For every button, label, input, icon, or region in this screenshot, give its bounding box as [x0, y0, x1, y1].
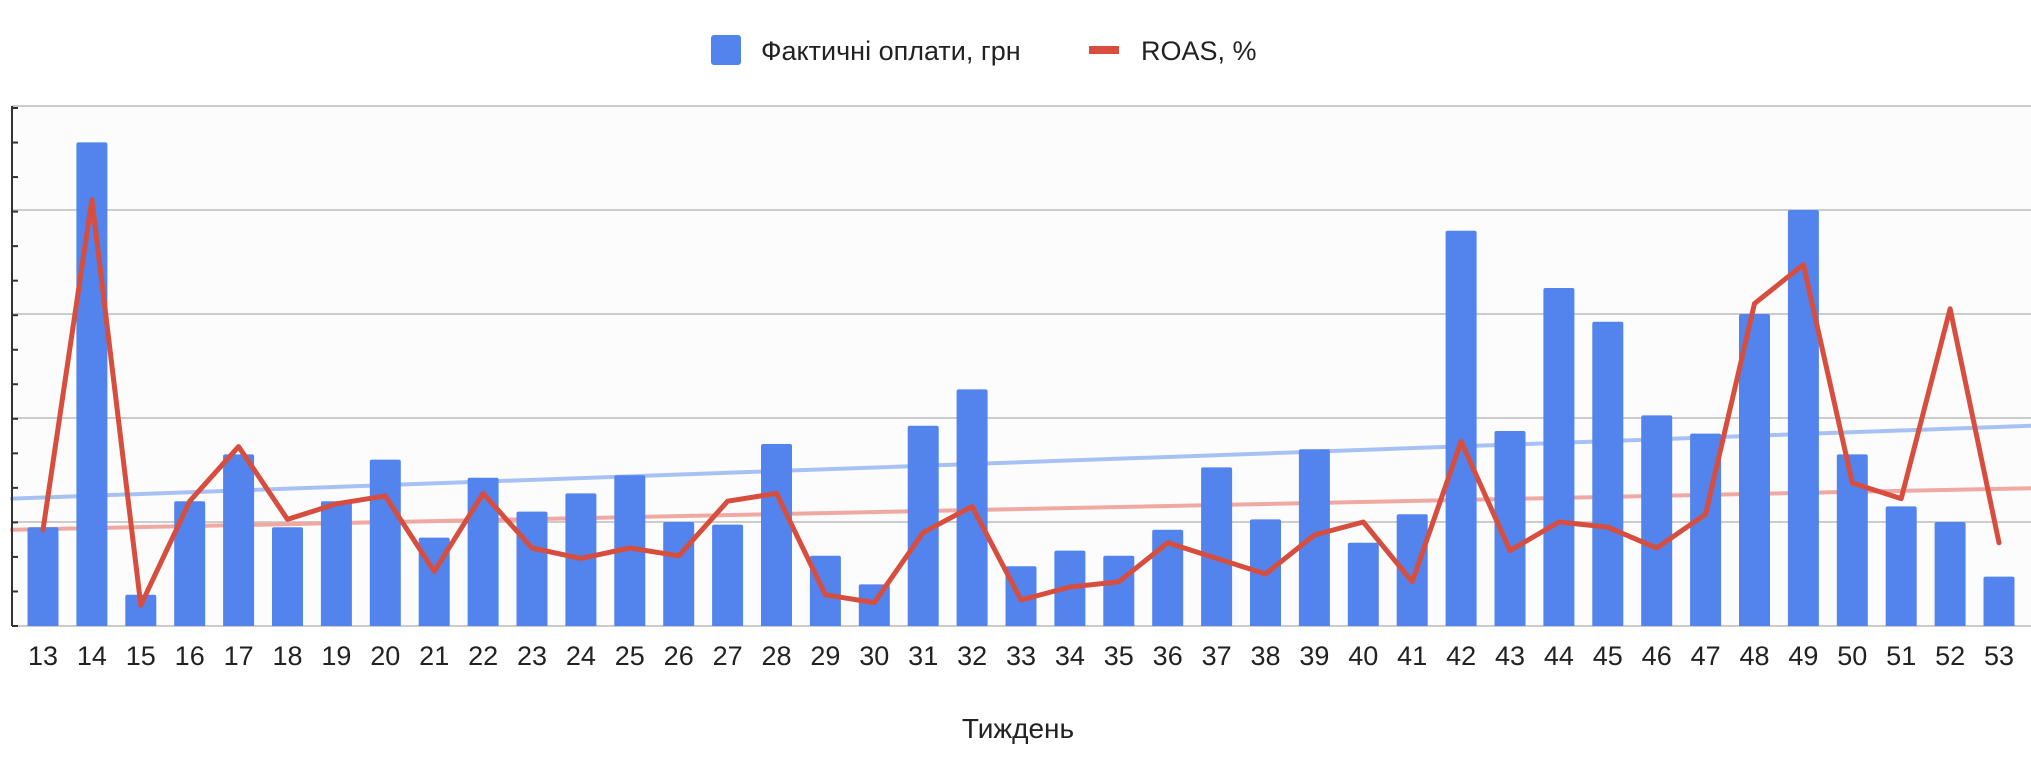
bar [320, 501, 352, 626]
x-tick-label: 43 [1495, 641, 1525, 671]
x-tick-label: 35 [1104, 641, 1134, 671]
x-tick-label: 51 [1886, 641, 1916, 671]
bar [467, 477, 499, 626]
x-tick-labels: 13 14 15 16 17 18 19 20 21 22 23 24 25 26 27 28 29 30 31 32… [28, 641, 2014, 671]
bar [272, 527, 303, 626]
bar [1934, 522, 1966, 626]
x-tick-label: 13 [28, 641, 58, 671]
x-tick-label: 31 [908, 641, 938, 671]
bar [614, 475, 646, 626]
bar [1494, 431, 1526, 626]
x-tick-label: 23 [517, 641, 547, 671]
bar [516, 511, 548, 626]
x-tick-label: 27 [713, 641, 743, 671]
x-tick-label: 52 [1935, 641, 1965, 671]
bar [125, 594, 157, 626]
bar [663, 522, 695, 626]
bar [1152, 529, 1184, 626]
x-tick-label: 50 [1837, 641, 1867, 671]
x-tick-label: 14 [77, 641, 107, 671]
x-tick-label: 39 [1299, 641, 1329, 671]
x-tick-label: 28 [761, 641, 791, 671]
bar [1592, 321, 1624, 626]
x-tick-label: 41 [1397, 641, 1427, 671]
x-tick-label: 18 [272, 641, 302, 671]
x-tick-label: 17 [224, 641, 254, 671]
x-tick-label: 24 [566, 641, 596, 671]
x-tick-label: 46 [1642, 641, 1672, 671]
bar [1201, 467, 1233, 626]
bar [1739, 314, 1770, 626]
x-tick-label: 33 [1006, 641, 1036, 671]
x-tick-label: 38 [1250, 641, 1280, 671]
plot-area [10, 106, 2031, 626]
legend-label-payments: Фактичні оплати, грн [761, 36, 1021, 66]
x-tick-label: 47 [1691, 641, 1721, 671]
bar [1347, 542, 1379, 626]
legend-swatch-line [1089, 46, 1119, 54]
x-tick-label: 22 [468, 641, 498, 671]
x-tick-label: 26 [664, 641, 694, 671]
bar [27, 527, 59, 626]
x-tick-label: 21 [419, 641, 449, 671]
bar [761, 444, 792, 626]
x-tick-label: 19 [321, 641, 351, 671]
bar [907, 425, 939, 626]
legend-swatch-bar [711, 35, 741, 65]
legend-label-roas: ROAS, % [1141, 36, 1257, 66]
bar [1836, 454, 1868, 626]
x-tick-label: 48 [1739, 641, 1769, 671]
legend: Фактичні оплати, грн ROAS, % [711, 35, 1257, 66]
bar [1445, 230, 1477, 627]
bar [1641, 415, 1673, 626]
bar [712, 524, 744, 626]
bar [174, 501, 206, 626]
bar [1103, 555, 1135, 626]
x-tick-label: 45 [1593, 641, 1623, 671]
x-tick-label: 37 [1202, 641, 1232, 671]
x-tick-label: 49 [1788, 641, 1818, 671]
x-axis-title: Тиждень [962, 713, 1074, 744]
bar [223, 454, 255, 626]
bar [1396, 514, 1428, 626]
line-series [40, 197, 2002, 608]
x-tick-label: 34 [1055, 641, 1085, 671]
x-tick-label: 42 [1446, 641, 1476, 671]
axes [11, 106, 18, 627]
x-tick-label: 36 [1153, 641, 1183, 671]
bar [1787, 210, 1819, 626]
x-tick-label: 40 [1348, 641, 1378, 671]
x-tick-label: 20 [370, 641, 400, 671]
x-tick-label: 25 [615, 641, 645, 671]
x-tick-label: 44 [1544, 641, 1574, 671]
x-tick-label: 30 [859, 641, 889, 671]
x-tick-label: 15 [126, 641, 156, 671]
bar [369, 459, 401, 626]
x-tick-label: 32 [957, 641, 987, 671]
bar [1543, 288, 1575, 626]
x-tick-label: 29 [810, 641, 840, 671]
bar [1885, 506, 1917, 626]
x-tick-label: 53 [1984, 641, 2014, 671]
bar [1983, 576, 2015, 626]
x-tick-label: 16 [175, 641, 205, 671]
